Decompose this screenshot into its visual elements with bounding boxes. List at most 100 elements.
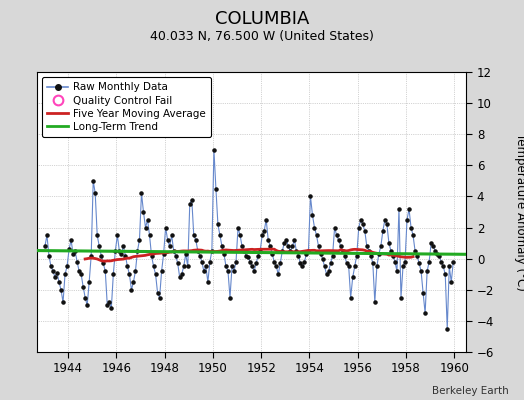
Point — [145, 232, 154, 238]
Point — [61, 271, 69, 278]
Point — [326, 260, 335, 266]
Point — [368, 260, 377, 266]
Point — [169, 248, 178, 254]
Point — [190, 232, 198, 238]
Point — [441, 271, 450, 278]
Point — [355, 224, 363, 231]
Point — [411, 248, 419, 254]
Point — [240, 248, 248, 254]
Point — [324, 268, 333, 274]
Point — [87, 252, 95, 259]
Point — [258, 232, 266, 238]
Point — [365, 248, 373, 254]
Point — [290, 237, 299, 243]
Point — [139, 209, 148, 215]
Point — [274, 271, 282, 278]
Point — [339, 248, 347, 254]
Point — [236, 232, 244, 238]
Point — [278, 248, 287, 254]
Point — [385, 240, 393, 246]
Point — [358, 221, 367, 228]
Point — [117, 251, 126, 257]
Point — [71, 248, 79, 254]
Point — [206, 258, 214, 265]
Point — [429, 243, 438, 250]
Point — [312, 232, 321, 238]
Point — [375, 251, 383, 257]
Point — [163, 237, 172, 243]
Point — [266, 243, 275, 250]
Point — [156, 294, 164, 301]
Point — [234, 224, 242, 231]
Point — [194, 248, 202, 254]
Point — [55, 279, 63, 285]
Point — [149, 263, 158, 270]
Point — [296, 260, 304, 266]
Point — [387, 248, 395, 254]
Point — [343, 260, 351, 266]
Point — [351, 263, 359, 270]
Point — [425, 258, 433, 265]
Point — [107, 305, 115, 312]
Point — [361, 228, 369, 234]
Point — [59, 299, 67, 306]
Point — [344, 263, 353, 270]
Point — [300, 258, 309, 265]
Point — [113, 232, 122, 238]
Point — [135, 237, 144, 243]
Point — [391, 258, 399, 265]
Point — [63, 263, 71, 270]
Point — [270, 258, 278, 265]
Point — [409, 232, 417, 238]
Point — [331, 224, 339, 231]
Point — [260, 228, 268, 234]
Point — [298, 263, 307, 270]
Legend: Raw Monthly Data, Quality Control Fail, Five Year Moving Average, Long-Term Tren: Raw Monthly Data, Quality Control Fail, … — [42, 77, 211, 137]
Point — [232, 258, 240, 265]
Point — [159, 251, 168, 257]
Point — [200, 268, 208, 274]
Point — [127, 286, 136, 293]
Point — [419, 290, 427, 296]
Point — [334, 237, 343, 243]
Point — [83, 302, 91, 308]
Point — [224, 268, 232, 274]
Point — [115, 248, 124, 254]
Point — [41, 243, 49, 250]
Point — [346, 294, 355, 301]
Point — [272, 263, 280, 270]
Point — [439, 263, 447, 270]
Point — [53, 270, 61, 276]
Point — [195, 252, 204, 259]
Point — [168, 232, 176, 238]
Point — [403, 216, 411, 223]
Point — [244, 254, 252, 260]
Point — [238, 243, 246, 250]
Point — [397, 294, 405, 301]
Text: COLUMBIA: COLUMBIA — [215, 10, 309, 28]
Y-axis label: Temperature Anomaly (°C): Temperature Anomaly (°C) — [514, 133, 524, 291]
Point — [284, 243, 292, 250]
Point — [188, 196, 196, 203]
Point — [413, 252, 421, 259]
Point — [147, 252, 156, 259]
Point — [310, 224, 319, 231]
Point — [204, 279, 212, 285]
Text: 40.033 N, 76.500 W (United States): 40.033 N, 76.500 W (United States) — [150, 30, 374, 43]
Point — [314, 243, 323, 250]
Point — [101, 268, 110, 274]
Point — [210, 146, 218, 153]
Point — [242, 252, 250, 259]
Point — [286, 248, 294, 254]
Point — [401, 258, 409, 265]
Point — [119, 243, 127, 250]
Point — [185, 201, 194, 208]
Point — [268, 251, 277, 257]
Point — [105, 299, 114, 306]
Point — [180, 263, 188, 270]
Point — [449, 258, 457, 265]
Point — [282, 237, 290, 243]
Point — [75, 268, 83, 274]
Point — [292, 248, 301, 254]
Point — [173, 260, 182, 266]
